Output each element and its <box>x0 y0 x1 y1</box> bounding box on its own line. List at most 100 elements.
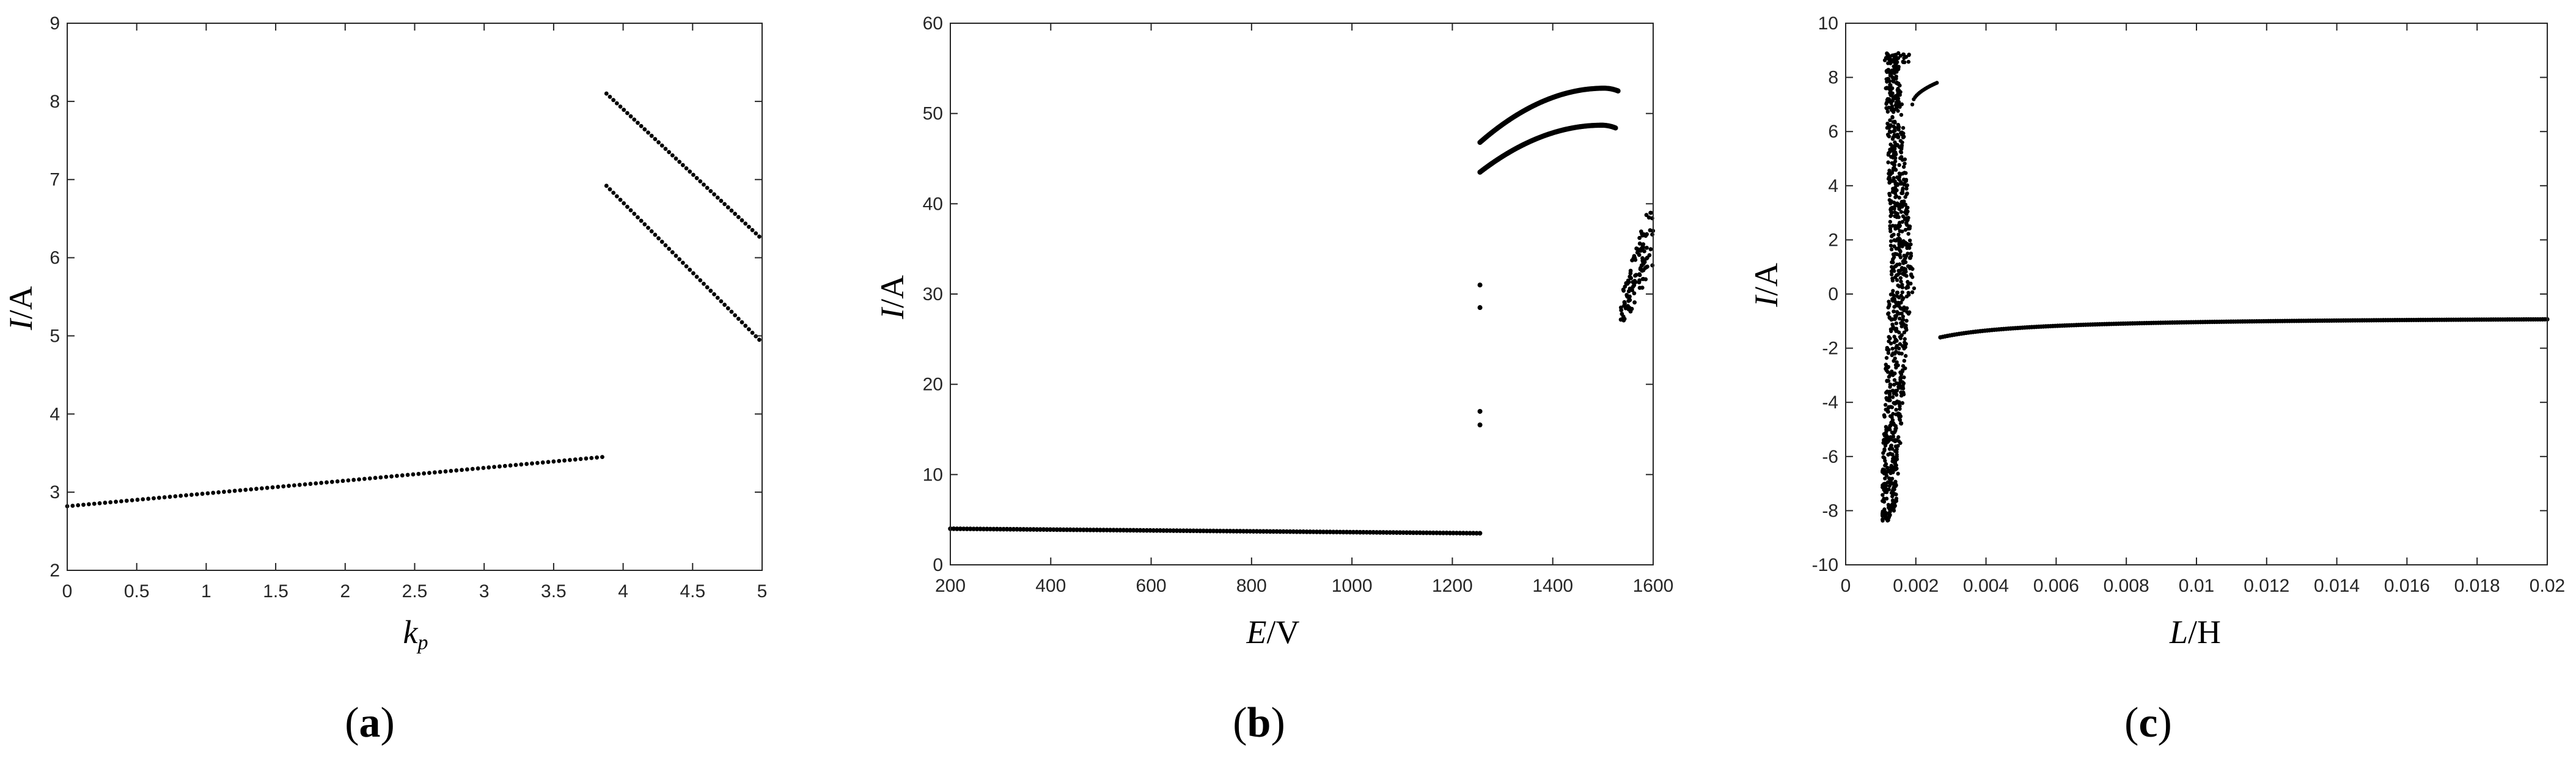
data-point <box>205 491 210 496</box>
data-point <box>1903 161 1907 166</box>
data-point <box>1068 527 1073 532</box>
data-point <box>1301 529 1306 534</box>
data-point <box>1191 528 1196 534</box>
data-point <box>1187 528 1193 534</box>
data-point <box>1899 311 1904 316</box>
data-point <box>1884 356 1889 360</box>
data-point <box>378 475 383 480</box>
data-point <box>1018 527 1023 532</box>
data-point <box>92 501 97 506</box>
data-point <box>1477 422 1483 428</box>
data-point <box>1892 293 1896 298</box>
data-point <box>1467 531 1473 535</box>
data-point <box>1321 529 1326 534</box>
data-point <box>1900 297 1904 302</box>
data-point <box>1893 463 1898 467</box>
data-point <box>1899 293 1903 298</box>
data-point <box>1634 273 1638 278</box>
data-point <box>1904 54 1909 59</box>
y-tick-label: 0 <box>933 555 943 575</box>
data-point <box>725 306 730 311</box>
x-tick-label: 0.5 <box>124 581 150 602</box>
data-point <box>103 501 108 505</box>
data-point <box>1902 375 1906 380</box>
data-point <box>1899 182 1903 186</box>
data-point <box>951 526 956 531</box>
data-point <box>1882 499 1887 504</box>
data-point <box>1268 529 1273 534</box>
data-point <box>1330 529 1336 535</box>
data-point <box>1084 528 1090 532</box>
data-point <box>1892 501 1896 506</box>
data-point <box>1901 164 1906 169</box>
data-point <box>622 201 626 205</box>
data-point <box>1890 115 1895 119</box>
data-point <box>1889 199 1893 204</box>
data-point <box>1101 528 1106 532</box>
panel-c-axes: 0 0.002 0.004 0.006 0.008 0.01 0.012 0.014 0.016… <box>1812 13 2566 596</box>
x-tick-label: 0.016 <box>2384 576 2430 596</box>
data-point <box>1910 102 1915 107</box>
data-point <box>1271 529 1276 534</box>
x-tick-label: 400 <box>1035 576 1066 596</box>
data-point <box>1184 528 1189 534</box>
data-point <box>475 466 480 471</box>
plot-frame <box>67 23 763 571</box>
data-point <box>1401 530 1406 535</box>
data-point <box>1620 312 1624 316</box>
data-point <box>1217 528 1223 534</box>
data-point <box>622 108 626 112</box>
data-point <box>625 111 629 116</box>
data-point <box>628 114 633 119</box>
data-point <box>1387 530 1393 535</box>
data-point <box>1081 527 1086 532</box>
data-point <box>1885 109 1890 114</box>
data-point <box>1071 527 1076 532</box>
data-point <box>1895 447 1899 452</box>
data-point <box>303 482 307 487</box>
data-point <box>964 526 970 531</box>
data-point <box>1897 224 1902 229</box>
data-point <box>124 498 129 503</box>
data-point <box>470 466 475 471</box>
data-point <box>712 292 716 296</box>
y-tick-label: 5 <box>50 326 60 346</box>
data-point <box>639 218 644 223</box>
data-point <box>1896 97 1901 101</box>
data-point <box>1899 351 1904 356</box>
data-point <box>1890 459 1895 463</box>
data-point <box>1885 347 1889 351</box>
data-point <box>1277 529 1283 534</box>
data-point <box>1197 528 1203 534</box>
data-point <box>1896 346 1901 351</box>
data-point <box>1228 529 1233 534</box>
data-point <box>1884 77 1888 81</box>
x-tick-label: 0.006 <box>2033 576 2079 596</box>
data-point <box>1178 528 1183 533</box>
data-point <box>733 313 738 318</box>
data-point <box>653 137 658 141</box>
data-point <box>656 140 661 145</box>
data-point <box>1888 87 1893 92</box>
data-point <box>1104 528 1109 532</box>
data-point <box>1646 215 1651 220</box>
data-point <box>146 496 151 501</box>
data-point <box>1454 531 1459 535</box>
y-tick-label: 2 <box>50 561 60 581</box>
data-point <box>1887 168 1892 173</box>
y-tick-label: -6 <box>1822 447 1838 467</box>
data-point <box>1194 528 1200 534</box>
data-point <box>1643 277 1648 282</box>
data-point <box>1354 529 1359 535</box>
data-point <box>1361 529 1366 535</box>
data-point <box>1891 68 1896 73</box>
data-point <box>1214 528 1219 534</box>
data-point <box>1898 54 1903 58</box>
data-point <box>1883 403 1888 407</box>
data-point <box>1637 273 1642 278</box>
data-point <box>1891 110 1896 114</box>
data-point <box>1894 412 1898 417</box>
data-point <box>1635 250 1640 255</box>
data-point <box>211 490 216 495</box>
